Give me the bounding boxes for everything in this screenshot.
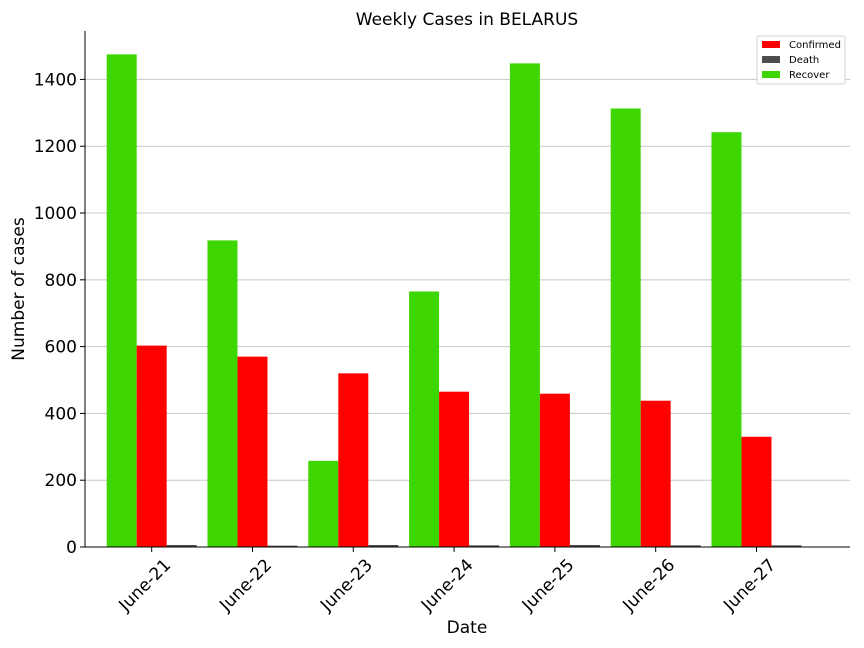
- y-tick-label: 1000: [34, 204, 77, 224]
- bar-recover: [308, 460, 339, 547]
- x-tick-label: June-22: [215, 555, 276, 616]
- bar-confirmed: [338, 373, 369, 547]
- bar-death: [670, 545, 701, 547]
- y-tick-label: 200: [45, 471, 77, 491]
- x-tick-label: June-25: [518, 555, 579, 616]
- bar-recover: [409, 291, 440, 547]
- legend-swatch-death: [762, 56, 780, 63]
- bar-recover: [106, 54, 137, 548]
- y-tick-label: 600: [45, 338, 77, 358]
- bar-death: [166, 544, 197, 547]
- bars-group: [106, 54, 802, 548]
- x-tick-label: June-27: [719, 555, 780, 616]
- x-ticks: June-21 June-22 June-23 June-24 June-25 June-…: [115, 547, 780, 616]
- bar-death: [569, 544, 600, 547]
- bar-death: [368, 544, 399, 547]
- y-ticks: 0 200 400 600 800 1000 1200 1400: [34, 70, 85, 558]
- bar-confirmed: [237, 356, 268, 547]
- bar-recover: [509, 63, 540, 547]
- chart-title: Weekly Cases in BELARUS: [356, 10, 578, 30]
- x-tick-label: June-26: [619, 555, 680, 616]
- bar-confirmed: [539, 393, 570, 547]
- bar-confirmed: [439, 391, 470, 547]
- legend-label-death: Death: [789, 55, 819, 66]
- legend-swatch-recover: [762, 71, 780, 78]
- bar-confirmed: [741, 436, 772, 547]
- legend: Confirmed Death Recover: [756, 35, 846, 85]
- y-tick-label: 1200: [34, 137, 77, 157]
- bar-death: [469, 545, 500, 547]
- legend-label-confirmed: Confirmed: [789, 40, 841, 51]
- y-tick-label: 400: [45, 404, 77, 424]
- bar-recover: [711, 132, 742, 548]
- axes: [84, 31, 850, 548]
- bar-recover: [610, 108, 641, 548]
- x-axis-label: Date: [447, 618, 488, 638]
- bar-confirmed: [640, 400, 671, 547]
- y-tick-label: 0: [66, 538, 77, 558]
- x-tick-label: June-24: [417, 555, 478, 616]
- y-axis-label: Number of cases: [9, 217, 29, 361]
- y-tick-label: 800: [45, 271, 77, 291]
- bar-death: [267, 545, 298, 547]
- bar-death: [771, 545, 802, 547]
- bar-recover: [207, 240, 238, 547]
- x-tick-label: June-21: [115, 555, 176, 616]
- x-tick-label: June-23: [316, 555, 377, 616]
- legend-label-recover: Recover: [789, 70, 830, 81]
- y-tick-label: 1400: [34, 70, 77, 90]
- bar-confirmed: [136, 345, 167, 547]
- legend-swatch-confirmed: [762, 41, 780, 48]
